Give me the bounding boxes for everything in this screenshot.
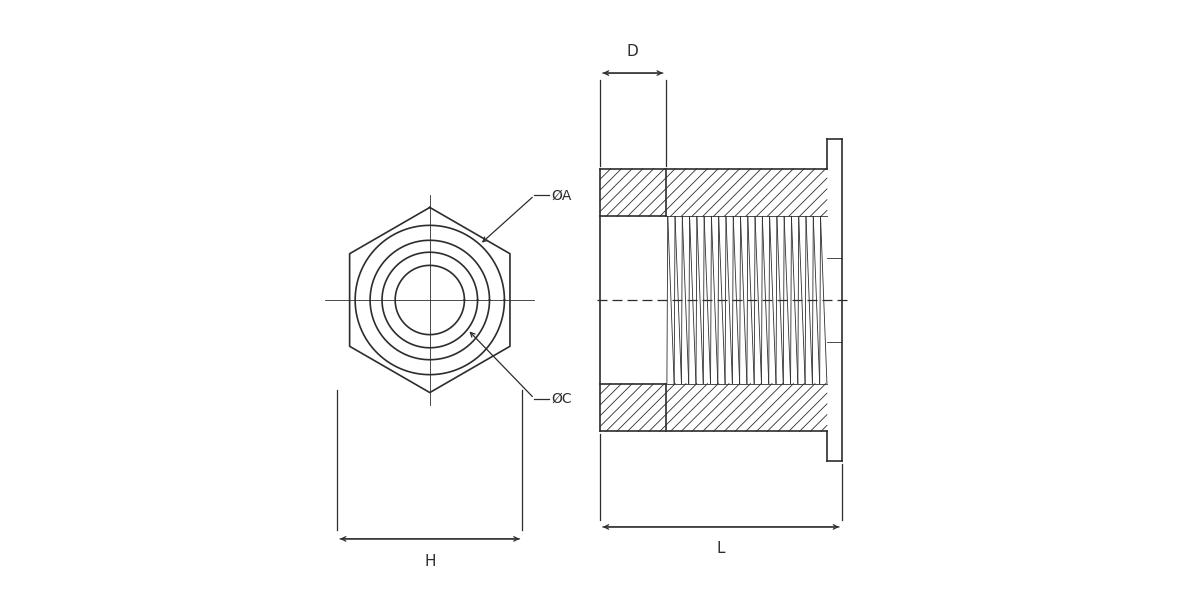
Text: ØA: ØA xyxy=(551,188,571,202)
Text: H: H xyxy=(424,554,436,569)
Text: L: L xyxy=(716,541,725,556)
Text: D: D xyxy=(626,44,638,59)
Text: ØC: ØC xyxy=(551,392,571,406)
